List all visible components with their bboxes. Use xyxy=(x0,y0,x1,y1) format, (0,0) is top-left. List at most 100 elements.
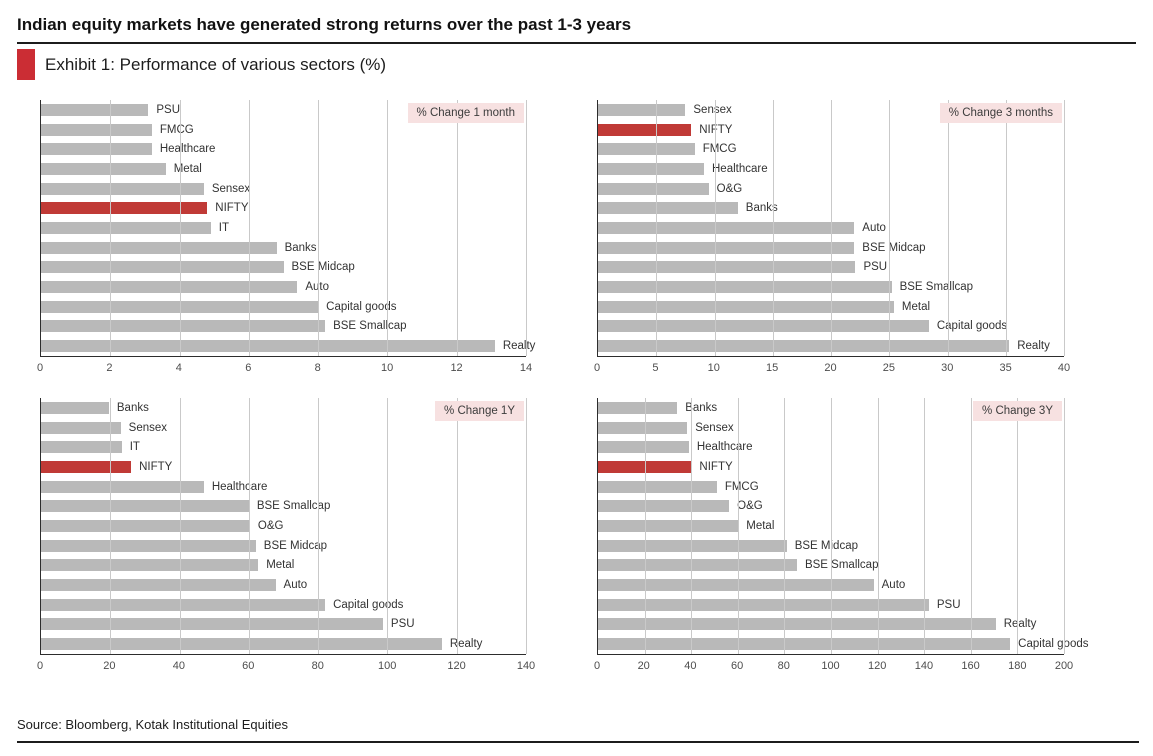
bar-label: IT xyxy=(129,441,140,454)
bar-label: FMCG xyxy=(702,143,737,156)
bar-bse-smallcap xyxy=(41,500,249,513)
x-tick-label: 160 xyxy=(961,660,980,672)
x-tick-label: 20 xyxy=(637,660,650,672)
bar-label: O&G xyxy=(257,519,284,532)
x-tick-label: 140 xyxy=(516,660,536,672)
plot-area: % Change 1 month PSU FMCG Healthcare Metal Se… xyxy=(40,100,535,357)
bar-o-g xyxy=(41,519,250,532)
bar-label: NIFTY xyxy=(215,202,249,215)
bar-row: O&G xyxy=(41,516,526,536)
exhibit-marker-icon xyxy=(17,49,35,80)
bar-row: Healthcare xyxy=(41,477,526,497)
gridline xyxy=(387,398,389,654)
x-axis-ticks: 0 20 40 60 80 100 120 140 xyxy=(37,660,535,676)
bar-label: BSE Midcap xyxy=(862,241,926,254)
bar-label: NIFTY xyxy=(699,123,733,136)
legend-badge: % Change 1 month xyxy=(407,103,524,123)
x-tick-label: 40 xyxy=(1057,362,1071,374)
bar-sensex xyxy=(598,421,688,434)
bar-row: Healthcare xyxy=(41,139,526,159)
bar-row: Metal xyxy=(41,556,526,576)
bar-bse-smallcap xyxy=(41,320,326,333)
legend-badge: % Change 3 months xyxy=(939,103,1062,123)
gridline xyxy=(970,398,972,654)
gridline xyxy=(737,398,739,654)
bar-row: Realty xyxy=(598,336,1064,356)
bar-label: Capital goods xyxy=(1018,638,1089,651)
x-tick-label: 60 xyxy=(730,660,744,672)
bar-row: Sensex xyxy=(41,179,526,199)
bar-sensex xyxy=(598,103,686,116)
bottom-divider xyxy=(17,741,1139,743)
bar-row: Realty xyxy=(598,615,1064,635)
bar-label: Auto xyxy=(283,579,308,592)
bar-bse-smallcap xyxy=(598,559,797,572)
x-tick-label: 12 xyxy=(450,362,463,374)
bar-banks xyxy=(41,401,109,414)
bar-row: BSE Smallcap xyxy=(598,277,1064,297)
bar-fmcg xyxy=(598,480,717,493)
bar-row: BSE Midcap xyxy=(598,238,1064,258)
bar-realty xyxy=(41,638,442,651)
bar-bse-midcap xyxy=(41,539,256,552)
bar-label: Metal xyxy=(746,519,775,532)
gridline xyxy=(526,398,527,654)
bar-row: BSE Smallcap xyxy=(41,496,526,516)
bar-label: O&G xyxy=(716,182,743,195)
x-tick-label: 20 xyxy=(824,362,837,374)
x-tick-label: 180 xyxy=(1008,660,1027,672)
x-tick-label: 120 xyxy=(868,660,887,672)
gridline xyxy=(1064,398,1065,654)
bar-o-g xyxy=(598,182,709,195)
bar-bse-midcap xyxy=(598,539,787,552)
bar-label: Capital goods xyxy=(333,598,404,611)
x-tick-label: 80 xyxy=(311,660,324,672)
x-tick-label: 0 xyxy=(593,660,601,672)
bar-label: Auto xyxy=(881,579,906,592)
bar-label: Sensex xyxy=(128,421,168,434)
bar-bse-smallcap xyxy=(598,281,892,294)
x-axis-ticks: 0 5 10 15 20 25 30 35 40 xyxy=(594,362,1070,378)
bar-row: Capital goods xyxy=(41,595,526,615)
bar-row: Sensex xyxy=(598,418,1064,438)
bar-row: IT xyxy=(41,437,526,457)
bar-label: BSE Smallcap xyxy=(804,559,879,572)
bar-row: FMCG xyxy=(41,120,526,140)
chart-1-year: % Change 1Y Banks Sensex IT NIFTY Healthcare B… xyxy=(37,398,535,676)
bar-bse-midcap xyxy=(598,241,855,254)
bar-label: Healthcare xyxy=(712,162,768,175)
bar-row: BSE Midcap xyxy=(41,258,526,278)
x-tick-label: 200 xyxy=(1054,660,1074,672)
bar-label: BSE Midcap xyxy=(263,539,328,552)
gridline xyxy=(387,100,389,356)
gridline xyxy=(924,398,926,654)
bar-row: Healthcare xyxy=(598,159,1064,179)
bar-fmcg xyxy=(41,123,152,136)
bar-label: Sensex xyxy=(211,182,251,195)
bar-row: Metal xyxy=(41,159,526,179)
bar-row: Banks xyxy=(41,398,526,418)
bar-label: Realty xyxy=(1003,618,1037,631)
bar-label: Sensex xyxy=(695,421,734,434)
bar-row: Capital goods xyxy=(41,297,526,317)
bar-healthcare xyxy=(41,480,204,493)
gridline xyxy=(179,398,181,654)
bar-metal xyxy=(598,519,739,532)
bar-label: BSE Midcap xyxy=(291,261,355,274)
gridline xyxy=(772,100,774,356)
x-tick-label: 5 xyxy=(652,362,659,374)
bar-label: PSU xyxy=(863,261,888,274)
x-tick-label: 10 xyxy=(707,362,720,374)
bar-label: Realty xyxy=(502,340,536,353)
x-tick-label: 35 xyxy=(999,362,1012,374)
bar-row: Auto xyxy=(41,277,526,297)
bar-metal xyxy=(41,162,166,175)
legend-badge: % Change 1Y xyxy=(435,401,524,421)
gridline xyxy=(877,398,879,654)
x-tick-label: 10 xyxy=(381,362,394,374)
gridline xyxy=(179,100,181,356)
x-tick-label: 6 xyxy=(245,362,252,374)
bar-capital-goods xyxy=(598,638,1011,651)
plot-area: % Change 3Y Banks Sensex Healthcare NIFTY FMC… xyxy=(597,398,1089,655)
bar-row: NIFTY xyxy=(41,457,526,477)
